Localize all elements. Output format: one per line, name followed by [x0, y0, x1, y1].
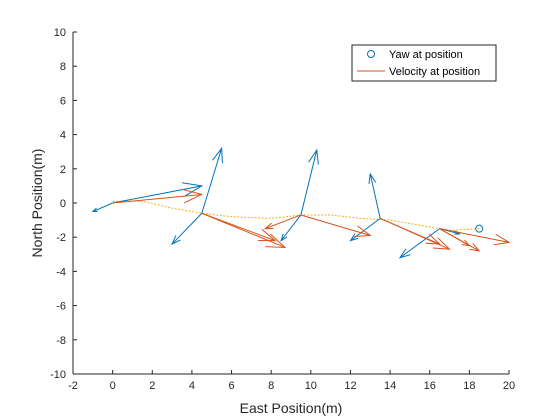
legend-yaw-label: Yaw at position	[389, 49, 463, 61]
plot-area: -2 0 2 4 6 8 10 12 14 16 18 20 -10 -8 -6 -4 -2 0 2 4 6 8 10	[50, 27, 515, 392]
velocity-arrow-head	[469, 242, 481, 252]
x-tick-label: 8	[268, 380, 274, 392]
yaw-arrow-head	[349, 233, 359, 242]
yaw-arrow-shaft	[92, 202, 113, 213]
velocity-arrow-shaft	[201, 212, 276, 242]
yaw-arrow-shaft	[171, 212, 203, 245]
velocity-arrow	[263, 214, 302, 230]
x-tick-label: 14	[384, 380, 396, 392]
x-axis-label: East Position(m)	[240, 400, 343, 416]
yaw-arrow	[201, 146, 223, 214]
legend-yaw-marker	[367, 50, 375, 58]
yaw-arrow-head	[308, 148, 319, 165]
velocity-arrow	[201, 212, 277, 242]
velocity-arrow-shaft	[265, 214, 302, 230]
yaw-arrow-shaft	[300, 149, 318, 216]
yaw-arrow-head	[212, 146, 223, 164]
yaw-marker-layer	[475, 224, 484, 233]
yaw-arrow-shaft	[201, 148, 223, 214]
yaw-arrow-head	[398, 248, 411, 259]
yaw-arrow	[112, 182, 204, 204]
y-tick-label: 10	[54, 27, 66, 39]
y-axis-label: North Position(m)	[29, 149, 45, 258]
velocity-arrow-head	[432, 237, 451, 250]
velocity-arrow-shaft	[112, 193, 202, 204]
x-tick-label: 4	[189, 380, 195, 392]
yaw-arrow-head	[171, 235, 181, 246]
yaw-arrow-shaft	[112, 185, 202, 204]
yaw-arrow	[280, 214, 302, 242]
yaw-arrow	[398, 228, 440, 259]
y-tick-label: 2	[60, 164, 66, 176]
x-tick-label: 0	[110, 380, 116, 392]
yaw-arrow-head	[280, 233, 288, 242]
velocity-arrow	[379, 217, 451, 250]
velocity-arrow-head	[425, 233, 441, 245]
x-tick-label: 16	[424, 380, 436, 392]
velocity-arrow-head	[182, 189, 204, 204]
velocity-arrow-head	[257, 229, 277, 242]
velocity-arrow	[439, 228, 481, 252]
y-tick-label: -6	[56, 301, 66, 313]
x-tick-label: 6	[228, 380, 234, 392]
yaw-quiver-layer	[91, 146, 461, 259]
legend-box	[351, 44, 497, 82]
y-tick-label: 8	[60, 61, 66, 73]
velocity-arrow-shaft	[379, 217, 450, 250]
yaw-arrow	[368, 172, 381, 219]
y-tick-label: 4	[60, 130, 66, 142]
yaw-position-marker	[475, 224, 484, 233]
x-tick-label: 20	[503, 380, 515, 392]
yaw-arrow-head	[182, 182, 204, 197]
legend-velocity-label: Velocity at position	[389, 66, 480, 78]
y-tick-label: -2	[56, 232, 66, 244]
axes-background	[73, 32, 509, 374]
legend: Yaw at position Velocity at position	[351, 44, 497, 82]
yaw-arrow-shaft	[399, 228, 440, 259]
velocity-arrow	[112, 189, 204, 204]
velocity-arrow-head	[265, 233, 287, 249]
y-tick-label: -10	[50, 369, 66, 381]
velocity-arrow-head	[354, 225, 372, 237]
y-tick-label: -4	[56, 266, 66, 278]
yaw-arrow	[300, 148, 319, 216]
velocity-arrow-head	[493, 233, 511, 246]
velocity-arrow-head	[263, 222, 274, 230]
velocity-quiver-layer	[112, 189, 511, 252]
x-tick-label: -2	[68, 380, 78, 392]
yaw-arrow-shaft	[280, 214, 302, 241]
yaw-arrow	[171, 212, 203, 246]
x-tick-label: 2	[149, 380, 155, 392]
yaw-arrow	[91, 202, 113, 213]
yaw-arrow-head	[368, 172, 377, 184]
velocity-arrow-shaft	[300, 214, 371, 236]
yaw-arrow-shaft	[369, 173, 381, 219]
y-tick-label: 6	[60, 95, 66, 107]
y-tick-label: 0	[60, 198, 66, 210]
y-tick-label: -8	[56, 335, 66, 347]
velocity-arrow-shaft	[439, 228, 480, 252]
velocity-arrow	[439, 228, 511, 246]
velocity-arrow	[300, 214, 372, 237]
axes: -2 0 2 4 6 8 10 12 14 16 18 20 -10 -8 -6 -4 -2 0 2 4 6 8 10	[50, 27, 515, 392]
yaw-arrow-head	[91, 207, 98, 213]
x-tick-label: 10	[305, 380, 317, 392]
velocity-arrow-shaft	[439, 228, 510, 243]
x-tick-label: 18	[463, 380, 475, 392]
x-tick-label: 12	[344, 380, 356, 392]
